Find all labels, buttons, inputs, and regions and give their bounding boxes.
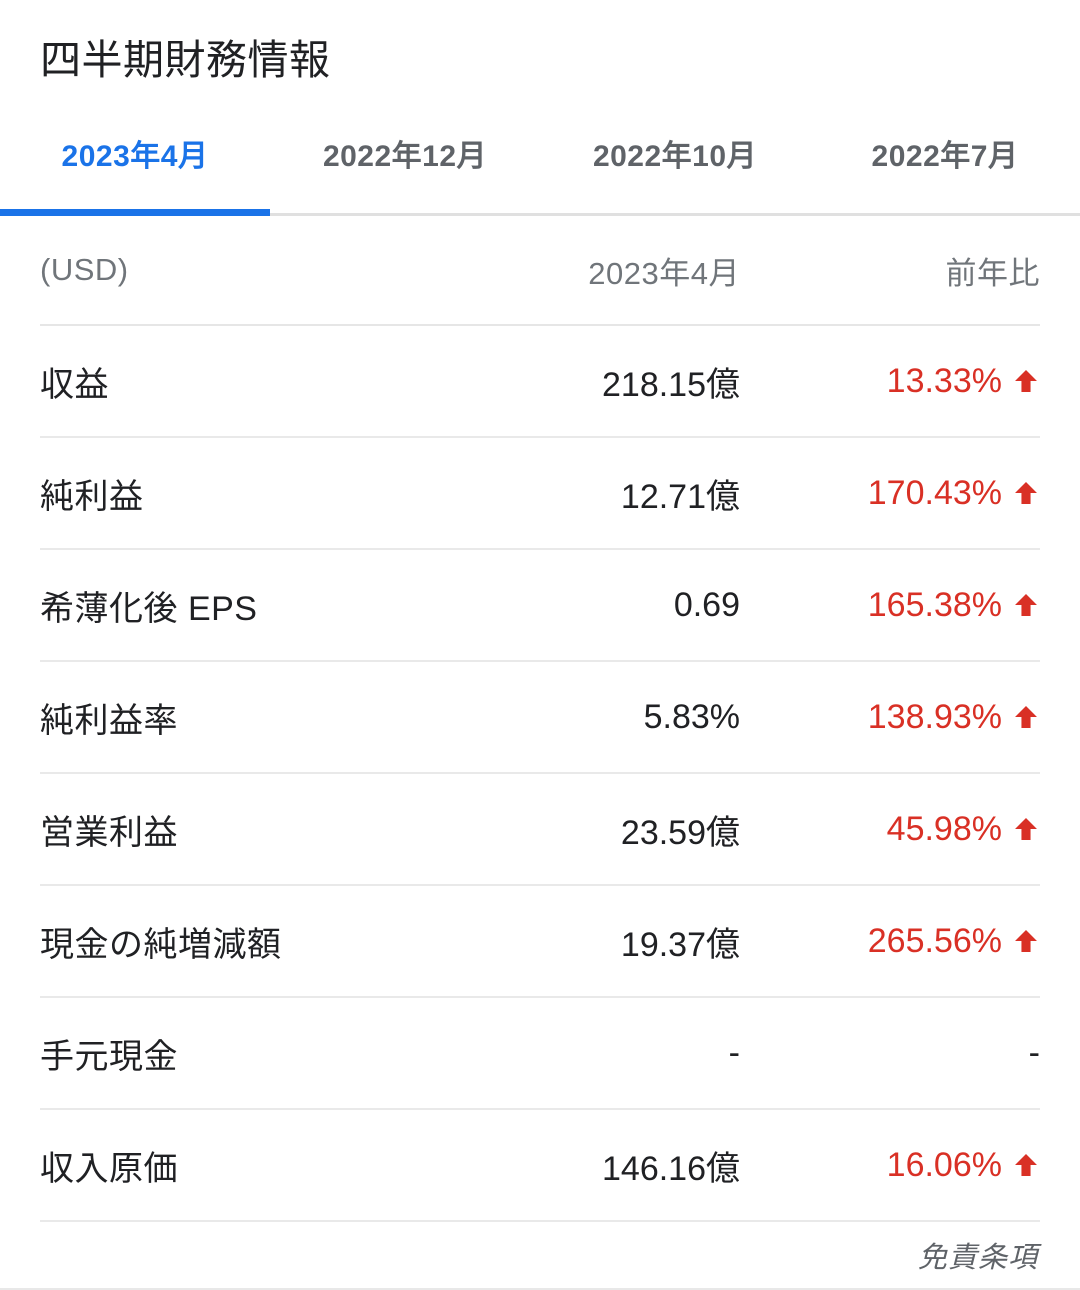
table-row: 収益 218.15億 13.33%: [40, 326, 1040, 438]
row-value: 218.15億: [602, 365, 740, 404]
financial-rows: 収益 218.15億 13.33% 純利益 12.71億 170.43% 希薄化後 EPS 0…: [40, 326, 1040, 1222]
row-change-value: 13.33%: [886, 361, 1002, 400]
table-row: 現金の純増減額 19.37億 265.56%: [40, 886, 1040, 998]
currency-label: (USD): [40, 252, 129, 287]
row-change-value: 16.06%: [886, 1145, 1002, 1184]
row-label: 純利益率: [40, 701, 178, 740]
row-change: 165.38%: [740, 586, 1040, 625]
row-value: 146.16億: [602, 1149, 740, 1188]
disclaimer-link[interactable]: 免責条項: [917, 1242, 1038, 1274]
row-value: 23.59億: [620, 813, 740, 852]
table-header-row: (USD) 2023年4月 前年比: [40, 216, 1040, 326]
row-change: 265.56%: [740, 922, 1040, 961]
row-change: 16.06%: [740, 1146, 1040, 1185]
page-title: 四半期財務情報: [40, 37, 331, 83]
row-change: 13.33%: [740, 362, 1040, 401]
row-value: 12.71億: [620, 477, 740, 516]
arrow-up-icon: [1015, 706, 1037, 728]
row-change-value: 170.43%: [867, 473, 1002, 512]
arrow-up-icon: [1015, 482, 1037, 504]
row-label: 希薄化後 EPS: [40, 589, 258, 628]
tab-period-1[interactable]: 2022年12月: [270, 104, 540, 213]
row-change-value: -: [1028, 1033, 1040, 1072]
table-row: 純利益率 5.83% 138.93%: [40, 662, 1040, 774]
row-label: 収益: [40, 365, 109, 404]
period-column-header: 2023年4月: [588, 255, 740, 291]
arrow-up-icon: [1015, 930, 1037, 952]
row-label: 純利益: [40, 477, 144, 516]
tab-period-3[interactable]: 2022年7月: [810, 104, 1080, 213]
tab-period-2[interactable]: 2022年10月: [540, 104, 810, 213]
arrow-up-icon: [1015, 818, 1037, 840]
row-label: 現金の純増減額: [40, 925, 282, 964]
table-row: 希薄化後 EPS 0.69 165.38%: [40, 550, 1040, 662]
arrow-up-icon: [1015, 594, 1037, 616]
row-change-value: 265.56%: [867, 921, 1002, 960]
period-tabs: 2023年4月 2022年12月 2022年10月 2022年7月: [0, 104, 1080, 216]
row-value: 19.37億: [620, 925, 740, 964]
row-change-value: 45.98%: [886, 809, 1002, 848]
table-row: 収入原価 146.16億 16.06%: [40, 1110, 1040, 1222]
row-label: 収入原価: [40, 1149, 178, 1188]
row-value: 0.69: [673, 585, 740, 624]
row-change: 170.43%: [740, 474, 1040, 513]
row-value: -: [728, 1033, 740, 1072]
row-change: 45.98%: [740, 810, 1040, 849]
row-change: -: [740, 1034, 1040, 1073]
arrow-up-icon: [1015, 1154, 1037, 1176]
tab-period-0[interactable]: 2023年4月: [0, 104, 270, 216]
row-label: 手元現金: [40, 1037, 178, 1076]
financials-table: (USD) 2023年4月 前年比 収益 218.15億 13.33% 純利益 12.7…: [0, 216, 1080, 1222]
row-change: 138.93%: [740, 698, 1040, 737]
row-change-value: 165.38%: [867, 585, 1002, 624]
row-label: 営業利益: [40, 813, 178, 852]
row-value: 5.83%: [643, 697, 740, 736]
table-row: 営業利益 23.59億 45.98%: [40, 774, 1040, 886]
footer: 免責条項: [0, 1222, 1080, 1288]
table-row: 純利益 12.71億 170.43%: [40, 438, 1040, 550]
table-row: 手元現金 - -: [40, 998, 1040, 1110]
yoy-column-header: 前年比: [945, 255, 1040, 291]
row-change-value: 138.93%: [867, 697, 1002, 736]
arrow-up-icon: [1015, 370, 1037, 392]
